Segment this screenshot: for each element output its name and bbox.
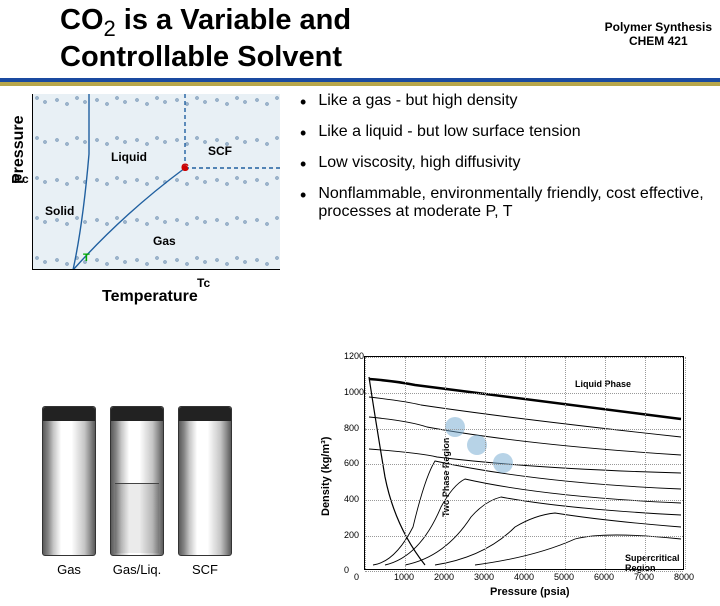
vgrid-line <box>525 357 526 569</box>
bullet-text: Like a gas - but high density <box>318 92 517 113</box>
solid-label: Solid <box>45 204 74 218</box>
xtick: 5000 <box>554 572 574 582</box>
vgrid-line <box>645 357 646 569</box>
triple-point: T <box>83 252 90 264</box>
tube-cap <box>43 407 95 421</box>
vgrid-line <box>685 357 686 569</box>
bullet-item: Like a liquid - but low surface tension <box>300 123 720 144</box>
ytick: 800 <box>344 423 359 433</box>
xtick: 4000 <box>514 572 534 582</box>
pc-label: Pc <box>14 172 29 186</box>
gas-label: Gas <box>153 234 176 248</box>
vgrid-line <box>445 357 446 569</box>
tc-label: Tc <box>197 276 210 290</box>
title-rest1: is a Variable and <box>116 4 351 36</box>
hgrid-line <box>365 536 683 537</box>
xtick: 2000 <box>434 572 454 582</box>
divider <box>0 78 720 86</box>
tube <box>178 406 232 556</box>
two-phase-label: Two Phase Region <box>441 438 451 517</box>
tube-cap <box>111 407 163 421</box>
tube-liquid <box>115 483 159 553</box>
hgrid-line <box>365 357 683 358</box>
xtick: 6000 <box>594 572 614 582</box>
ytick: 0 <box>344 565 349 575</box>
tube <box>42 406 96 556</box>
vgrid-line <box>605 357 606 569</box>
bullet-item: Low viscosity, high diffusivity <box>300 154 720 175</box>
diagram-box: Liquid SCF Solid Gas C T <box>32 94 280 270</box>
vgrid-line <box>485 357 486 569</box>
bullet-text: Like a liquid - but low surface tension <box>318 123 580 144</box>
density-chart: Density (kg/m³) Liquid Phase Two Phase R… <box>320 346 700 606</box>
vgrid-line <box>565 357 566 569</box>
critical-point: C <box>181 162 189 174</box>
bullet-item: Like a gas - but high density <box>300 92 720 113</box>
phase-diagram: Pressure Pc Liquid SCF Solid Gas C T Tc … <box>32 94 282 274</box>
ytick: 200 <box>344 530 359 540</box>
course-line1: Polymer Synthesis <box>605 20 712 34</box>
course-line2: CHEM 421 <box>605 34 712 48</box>
bullet-list: Like a gas - but high density Like a liqu… <box>300 92 720 231</box>
supercritical-label: Supercritical Region <box>625 553 683 573</box>
course-label: Polymer Synthesis CHEM 421 <box>605 20 712 49</box>
hgrid-line <box>365 393 683 394</box>
tube <box>110 406 164 556</box>
ytick: 1000 <box>344 387 364 397</box>
hgrid-line <box>365 429 683 430</box>
ytick: 400 <box>344 494 359 504</box>
bullet-item: Nonflammable, environmentally friendly, … <box>300 185 720 221</box>
liquid-label: Liquid <box>111 150 147 164</box>
tube-label: Gas/Liq. <box>110 562 164 577</box>
title-line2: Controllable Solvent <box>60 41 342 73</box>
xtick: 1000 <box>394 572 414 582</box>
x-axis-label: Temperature <box>102 288 198 306</box>
hgrid-line <box>365 500 683 501</box>
xtick: 7000 <box>634 572 654 582</box>
xtick: 0 <box>354 572 359 582</box>
xtick: 8000 <box>674 572 694 582</box>
liquid-phase-label: Liquid Phase <box>575 379 631 389</box>
ytick: 600 <box>344 458 359 468</box>
vgrid-line <box>365 357 366 569</box>
content-area: Pressure Pc Liquid SCF Solid Gas C T Tc … <box>0 86 720 94</box>
tube-group: Gas <box>42 406 96 577</box>
title-area: CO2 is a Variable and Controllable Solve… <box>0 0 720 76</box>
density-ylabel: Density (kg/m³) <box>320 437 332 516</box>
title-co: CO <box>60 4 104 36</box>
tube-label: SCF <box>178 562 232 577</box>
density-frame: Liquid Phase Two Phase Region Supercriti… <box>364 356 684 570</box>
title-sub: 2 <box>104 16 116 41</box>
divider-blue <box>0 78 720 82</box>
scf-label: SCF <box>208 144 232 158</box>
bullet-text: Low viscosity, high diffusivity <box>318 154 520 175</box>
ytick: 1200 <box>344 351 364 361</box>
tube-group: Gas/Liq. <box>110 406 164 577</box>
hgrid-line <box>365 464 683 465</box>
tube-row: Gas Gas/Liq. SCF <box>42 406 232 577</box>
tube-cap <box>179 407 231 421</box>
tube-label: Gas <box>42 562 96 577</box>
bullet-text: Nonflammable, environmentally friendly, … <box>318 185 720 221</box>
density-xlabel: Pressure (psia) <box>490 586 569 598</box>
vgrid-line <box>405 357 406 569</box>
xtick: 3000 <box>474 572 494 582</box>
tube-group: SCF <box>178 406 232 577</box>
